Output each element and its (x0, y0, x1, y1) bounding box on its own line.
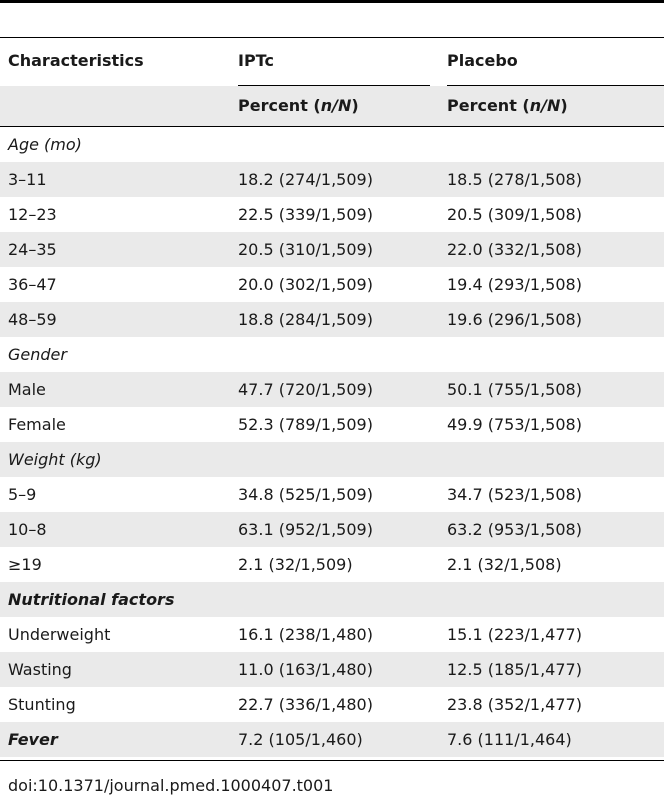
table-row: Male 47.7 (720/1,509) 50.1 (755/1,508) (0, 372, 664, 407)
col-header-placebo: Placebo (447, 51, 518, 70)
table-row: 24–35 20.5 (310/1,509) 22.0 (332/1,508) (0, 232, 664, 267)
row-label: Male (8, 380, 46, 399)
table-row: 5–9 34.8 (525/1,509) 34.7 (523/1,508) (0, 477, 664, 512)
placebo-header-underline (447, 85, 664, 86)
iptc-value: 22.5 (339/1,509) (238, 205, 373, 224)
placebo-value: 15.1 (223/1,477) (447, 625, 582, 644)
placebo-value: 19.6 (296/1,508) (447, 310, 582, 329)
row-label: Weight (kg) (8, 450, 102, 469)
row-label: Stunting (8, 695, 76, 714)
row-label: ≥19 (8, 555, 42, 574)
iptc-value: 52.3 (789/1,509) (238, 415, 373, 434)
table-row: Age (mo) (0, 127, 664, 162)
placebo-value: 63.2 (953/1,508) (447, 520, 582, 539)
row-label: Gender (8, 345, 67, 364)
iptc-value: 47.7 (720/1,509) (238, 380, 373, 399)
table-row: 36–47 20.0 (302/1,509) 19.4 (293/1,508) (0, 267, 664, 302)
iptc-value: 20.5 (310/1,509) (238, 240, 373, 259)
iptc-value: 20.0 (302/1,509) (238, 275, 373, 294)
iptc-value: 18.2 (274/1,509) (238, 170, 373, 189)
placebo-value: 7.6 (111/1,464) (447, 730, 572, 749)
table-row: Gender (0, 337, 664, 372)
iptc-value: 34.8 (525/1,509) (238, 485, 373, 504)
placebo-value: 19.4 (293/1,508) (447, 275, 582, 294)
table-row: Fever 7.2 (105/1,460) 7.6 (111/1,464) (0, 722, 664, 757)
row-label: 10–8 (8, 520, 47, 539)
row-label: Fever (8, 730, 58, 749)
subheader-bottom-rule (0, 126, 664, 127)
table-row: 10–8 63.1 (952/1,509) 63.2 (953/1,508) (0, 512, 664, 547)
table-row: Female 52.3 (789/1,509) 49.9 (753/1,508) (0, 407, 664, 442)
table-row: Stunting 22.7 (336/1,480) 23.8 (352/1,477) (0, 687, 664, 722)
placebo-value: 2.1 (32/1,508) (447, 555, 562, 574)
doi-footer: doi:10.1371/journal.pmed.1000407.t001 (8, 776, 334, 795)
col-header-characteristics: Characteristics (8, 51, 144, 70)
table-row: ≥19 2.1 (32/1,509) 2.1 (32/1,508) (0, 547, 664, 582)
placebo-value: 50.1 (755/1,508) (447, 380, 582, 399)
subheader-iptc: Percent (n/N) (238, 96, 359, 115)
top-border (0, 0, 664, 3)
iptc-value: 22.7 (336/1,480) (238, 695, 373, 714)
placebo-value: 12.5 (185/1,477) (447, 660, 582, 679)
table-row: Wasting 11.0 (163/1,480) 12.5 (185/1,477) (0, 652, 664, 687)
row-label: 48–59 (8, 310, 57, 329)
placebo-value: 34.7 (523/1,508) (447, 485, 582, 504)
table-row: Nutritional factors (0, 582, 664, 617)
iptc-value: 63.1 (952/1,509) (238, 520, 373, 539)
placebo-value: 49.9 (753/1,508) (447, 415, 582, 434)
row-label: 3–11 (8, 170, 47, 189)
iptc-value: 16.1 (238/1,480) (238, 625, 373, 644)
row-label: 12–23 (8, 205, 57, 224)
row-label: Nutritional factors (8, 590, 175, 609)
placebo-value: 18.5 (278/1,508) (447, 170, 582, 189)
iptc-value: 11.0 (163/1,480) (238, 660, 373, 679)
iptc-value: 7.2 (105/1,460) (238, 730, 363, 749)
row-label: Age (mo) (8, 135, 82, 154)
row-label: Wasting (8, 660, 72, 679)
iptc-header-underline (238, 85, 430, 86)
subheader-row (0, 86, 664, 126)
header-top-rule (0, 37, 664, 38)
row-label: 5–9 (8, 485, 37, 504)
placebo-value: 23.8 (352/1,477) (447, 695, 582, 714)
iptc-value: 2.1 (32/1,509) (238, 555, 353, 574)
col-header-iptc: IPTc (238, 51, 274, 70)
table-row: 3–11 18.2 (274/1,509) 18.5 (278/1,508) (0, 162, 664, 197)
row-label: 36–47 (8, 275, 57, 294)
table-bottom-rule (0, 760, 664, 761)
placebo-value: 20.5 (309/1,508) (447, 205, 582, 224)
row-label: Female (8, 415, 66, 434)
row-label: Underweight (8, 625, 111, 644)
table-row: 48–59 18.8 (284/1,509) 19.6 (296/1,508) (0, 302, 664, 337)
placebo-value: 22.0 (332/1,508) (447, 240, 582, 259)
row-label: 24–35 (8, 240, 57, 259)
table-row: 12–23 22.5 (339/1,509) 20.5 (309/1,508) (0, 197, 664, 232)
table-row: Weight (kg) (0, 442, 664, 477)
table-row: Underweight 16.1 (238/1,480) 15.1 (223/1,4… (0, 617, 664, 652)
subheader-placebo: Percent (n/N) (447, 96, 568, 115)
iptc-value: 18.8 (284/1,509) (238, 310, 373, 329)
